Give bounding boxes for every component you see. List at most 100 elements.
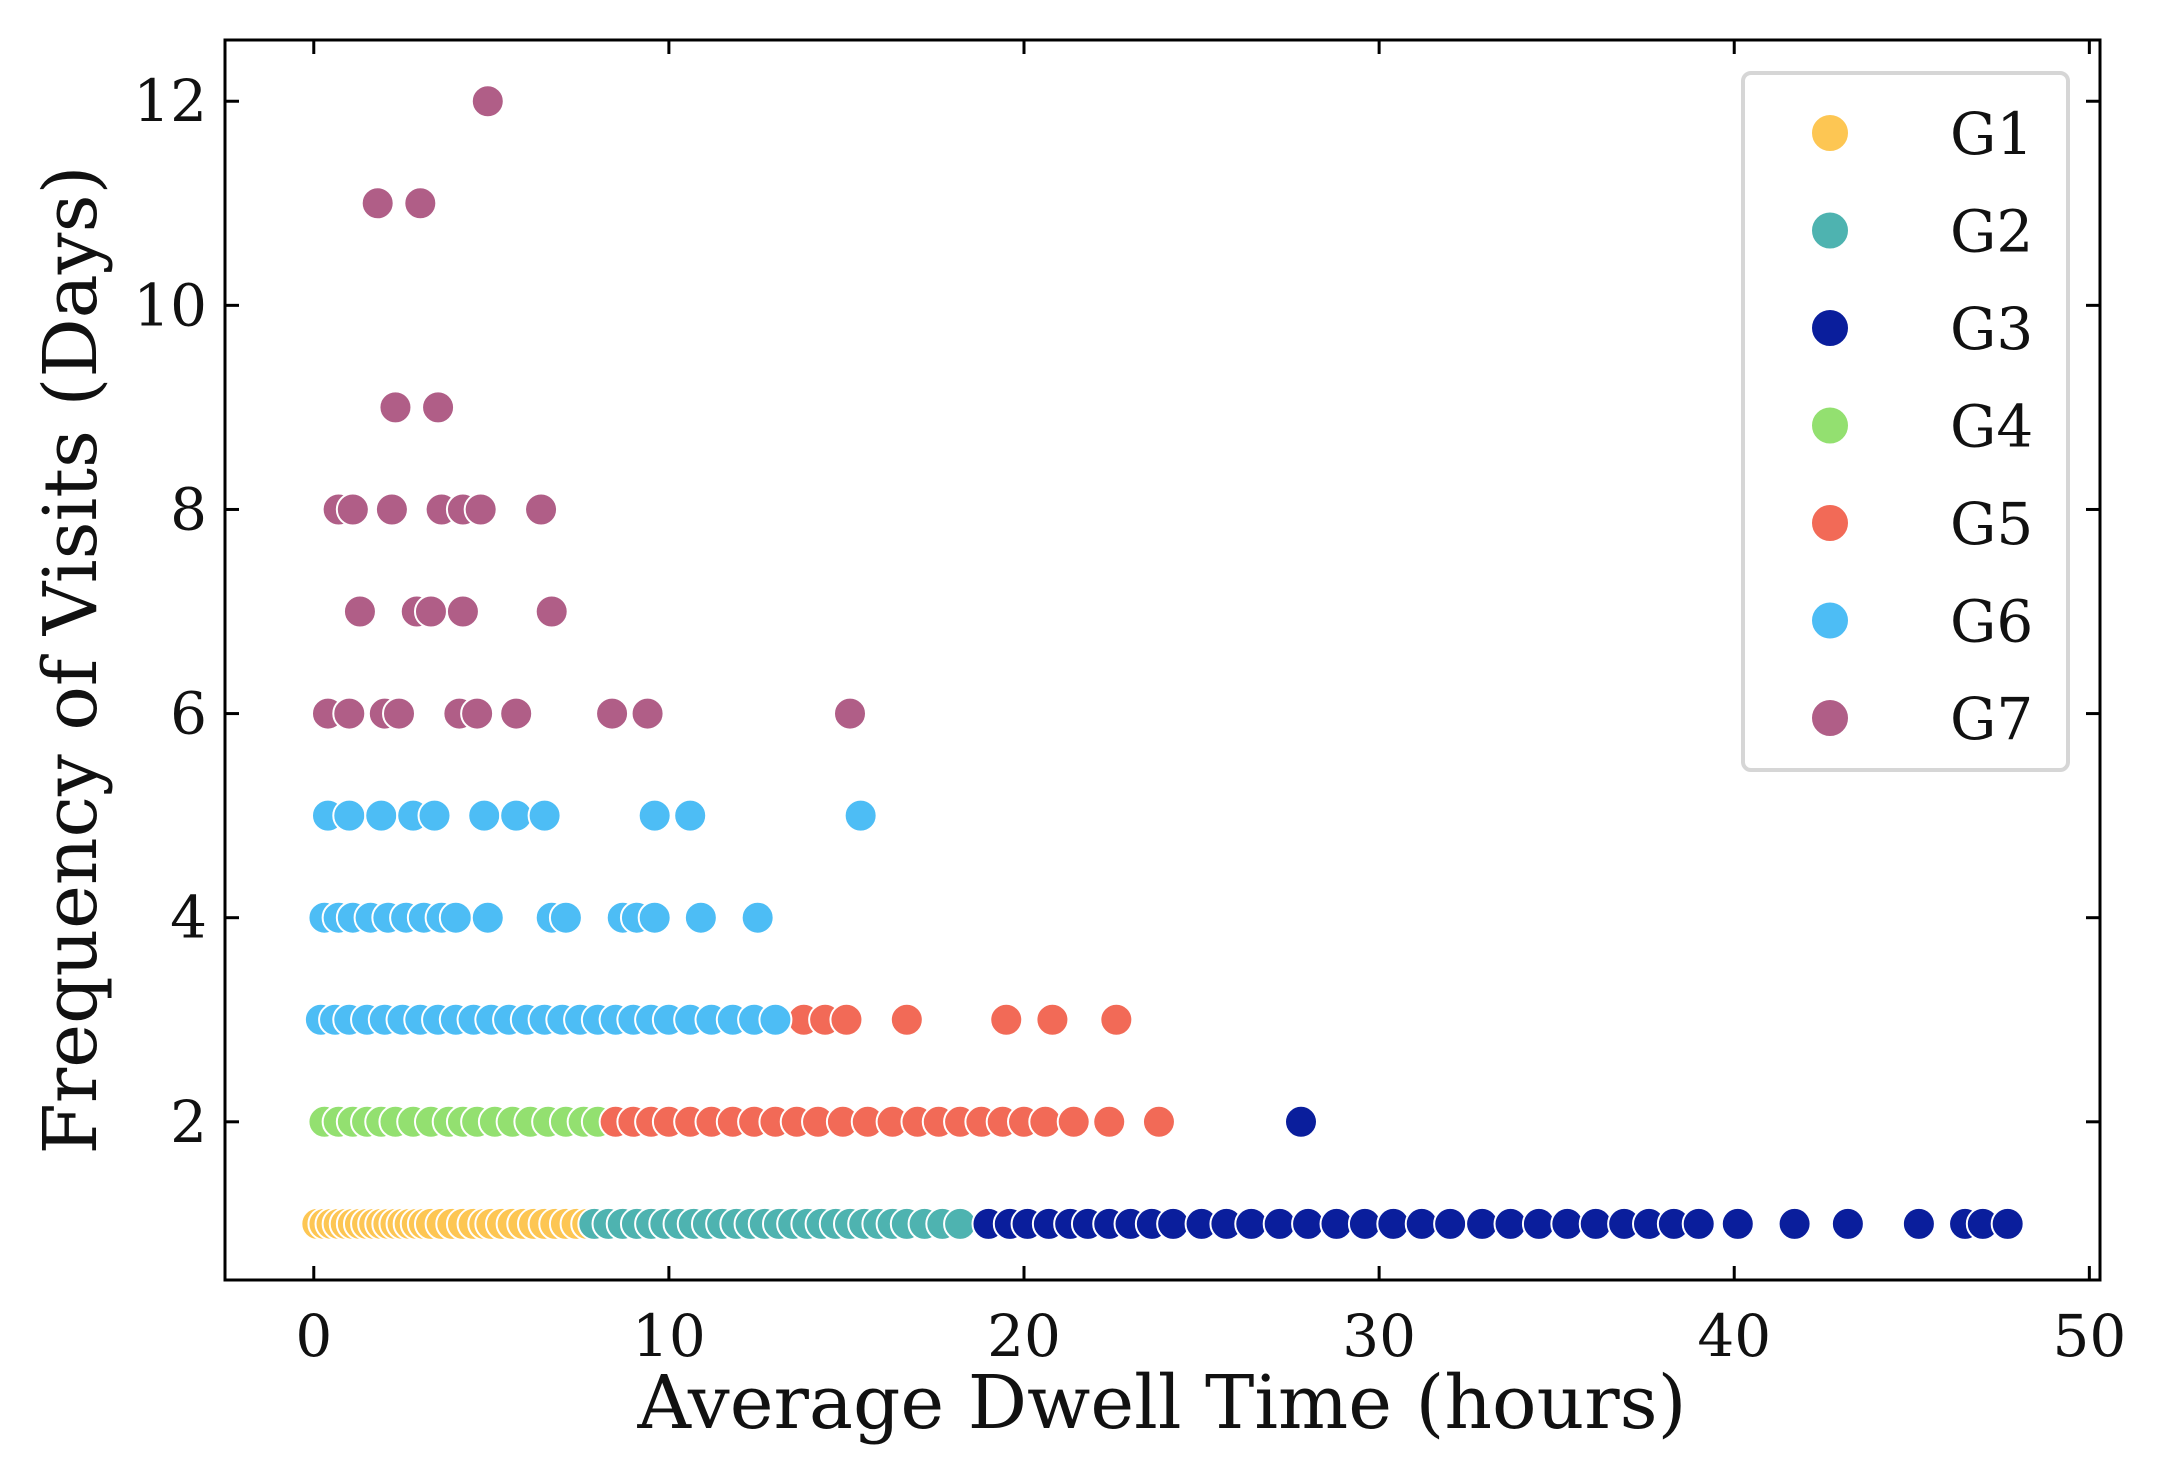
data-point bbox=[1035, 1002, 1070, 1037]
data-point bbox=[463, 492, 498, 527]
y-axis: 2 4 6 8 10 12 bbox=[133, 67, 2100, 1156]
data-point bbox=[758, 1002, 793, 1037]
data-point bbox=[1234, 1206, 1269, 1241]
data-point bbox=[332, 696, 367, 731]
legend-label: G6 bbox=[1950, 588, 2033, 656]
x-axis: 0 10 20 30 40 50 bbox=[295, 40, 2126, 1370]
legend-label: G5 bbox=[1950, 490, 2033, 558]
data-point bbox=[1156, 1206, 1191, 1241]
y-tick-label: 10 bbox=[133, 271, 207, 339]
y-tick-label: 4 bbox=[170, 884, 207, 952]
data-point bbox=[833, 696, 867, 731]
y-tick-label: 8 bbox=[170, 475, 207, 543]
series-g5 bbox=[598, 1002, 1176, 1139]
legend-marker bbox=[1810, 113, 1850, 153]
data-point bbox=[1578, 1206, 1613, 1241]
data-point bbox=[1283, 1104, 1318, 1139]
data-point bbox=[1465, 1206, 1500, 1241]
data-point bbox=[413, 594, 448, 629]
data-point bbox=[548, 900, 583, 935]
legend-label: G2 bbox=[1950, 198, 2033, 266]
data-point bbox=[829, 1002, 864, 1037]
data-point bbox=[1521, 1206, 1556, 1241]
data-point bbox=[1990, 1206, 2025, 1241]
data-point bbox=[1493, 1206, 1528, 1241]
data-points bbox=[300, 84, 2025, 1241]
data-point bbox=[595, 696, 630, 731]
data-point bbox=[527, 798, 562, 833]
legend-label: G3 bbox=[1950, 295, 2033, 363]
legend-marker bbox=[1810, 308, 1850, 348]
data-point bbox=[378, 390, 413, 425]
data-point bbox=[630, 696, 665, 731]
data-point bbox=[1141, 1104, 1176, 1139]
data-point bbox=[470, 84, 505, 119]
legend-label: G1 bbox=[1950, 100, 2033, 168]
x-tick-label: 40 bbox=[1697, 1302, 1771, 1370]
data-point bbox=[438, 900, 473, 935]
data-point bbox=[1376, 1206, 1411, 1241]
data-point bbox=[1901, 1206, 1936, 1241]
data-point bbox=[1347, 1206, 1382, 1241]
data-point bbox=[1404, 1206, 1439, 1241]
x-tick-label: 50 bbox=[2052, 1302, 2126, 1370]
y-tick-label: 2 bbox=[170, 1088, 207, 1156]
data-point bbox=[445, 594, 480, 629]
legend-marker bbox=[1810, 600, 1850, 641]
data-point bbox=[467, 798, 502, 833]
legend-marker bbox=[1810, 405, 1850, 446]
data-point bbox=[1433, 1206, 1468, 1241]
data-point bbox=[360, 186, 395, 221]
data-point bbox=[403, 186, 438, 221]
data-point bbox=[1099, 1002, 1134, 1037]
data-point bbox=[1291, 1206, 1326, 1241]
data-point bbox=[989, 1002, 1024, 1037]
x-tick-label: 20 bbox=[987, 1302, 1061, 1370]
data-point bbox=[534, 594, 569, 629]
data-point bbox=[335, 492, 370, 527]
series-g2 bbox=[577, 1206, 978, 1241]
data-point bbox=[1550, 1206, 1585, 1241]
x-tick-label: 10 bbox=[632, 1302, 706, 1370]
data-point bbox=[740, 900, 775, 935]
data-point bbox=[1262, 1206, 1297, 1241]
data-point bbox=[673, 798, 708, 833]
x-tick-label: 30 bbox=[1342, 1302, 1416, 1370]
data-point bbox=[1777, 1206, 1812, 1241]
y-tick-label: 6 bbox=[170, 680, 207, 748]
data-point bbox=[1319, 1206, 1354, 1241]
series-g6 bbox=[303, 798, 878, 1037]
series-g7 bbox=[310, 84, 867, 731]
data-point bbox=[524, 492, 559, 527]
data-point bbox=[943, 1206, 978, 1241]
data-point bbox=[342, 594, 377, 629]
series-g4 bbox=[307, 1104, 615, 1139]
data-point bbox=[499, 696, 534, 731]
legend-marker bbox=[1810, 503, 1850, 543]
legend-marker bbox=[1810, 210, 1850, 251]
legend-label: G7 bbox=[1950, 685, 2033, 753]
data-point bbox=[683, 900, 718, 935]
legend-marker bbox=[1810, 698, 1850, 738]
data-point bbox=[417, 798, 452, 833]
x-axis-title: Average Dwell Time (hours) bbox=[636, 1360, 1686, 1446]
data-point bbox=[1720, 1206, 1755, 1241]
data-point bbox=[637, 798, 672, 833]
data-point bbox=[332, 798, 367, 833]
legend: G1 G2 G3 G4 G5 G6 G7 bbox=[1741, 71, 2070, 772]
data-point bbox=[1028, 1104, 1063, 1139]
data-point bbox=[499, 798, 534, 833]
data-point bbox=[843, 798, 878, 833]
x-tick-label: 0 bbox=[295, 1302, 332, 1370]
data-point bbox=[374, 492, 409, 527]
series-g1 bbox=[300, 1206, 605, 1241]
data-point bbox=[470, 900, 505, 935]
data-point bbox=[364, 798, 399, 833]
data-point bbox=[1092, 1104, 1127, 1139]
data-point bbox=[382, 696, 417, 731]
data-point bbox=[1056, 1104, 1091, 1139]
data-point bbox=[421, 390, 456, 425]
data-point bbox=[1681, 1206, 1716, 1241]
data-point bbox=[1830, 1206, 1865, 1241]
